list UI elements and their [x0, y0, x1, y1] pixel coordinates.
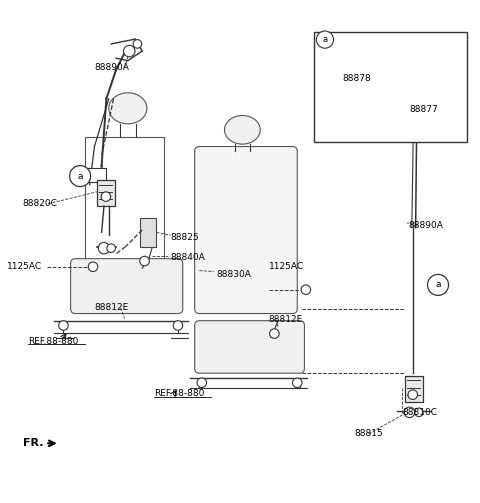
Circle shape: [140, 256, 149, 266]
Circle shape: [409, 35, 420, 46]
Text: 88812E: 88812E: [95, 303, 129, 312]
Circle shape: [408, 390, 418, 399]
Text: 88890A: 88890A: [95, 63, 129, 72]
FancyBboxPatch shape: [405, 376, 423, 402]
Circle shape: [98, 242, 110, 254]
FancyBboxPatch shape: [195, 146, 297, 313]
Circle shape: [404, 407, 415, 417]
Text: 88877: 88877: [409, 105, 438, 114]
Circle shape: [197, 378, 206, 387]
Circle shape: [107, 244, 116, 253]
FancyBboxPatch shape: [140, 218, 156, 247]
Circle shape: [70, 165, 91, 187]
Ellipse shape: [109, 93, 147, 124]
Text: 88815: 88815: [355, 429, 384, 438]
FancyBboxPatch shape: [314, 32, 467, 142]
Text: 88878: 88878: [343, 74, 372, 83]
FancyBboxPatch shape: [195, 321, 304, 373]
Circle shape: [415, 408, 423, 416]
Circle shape: [428, 275, 448, 295]
Text: 88840A: 88840A: [171, 253, 205, 262]
Circle shape: [59, 321, 68, 330]
Text: 1125AC: 1125AC: [7, 262, 42, 271]
FancyBboxPatch shape: [71, 259, 183, 313]
Circle shape: [356, 107, 368, 119]
Text: 88830A: 88830A: [216, 270, 251, 279]
Circle shape: [329, 69, 342, 81]
Text: a: a: [77, 172, 83, 181]
Circle shape: [88, 262, 98, 272]
Text: REF.88-880: REF.88-880: [28, 337, 78, 346]
Text: a: a: [435, 280, 441, 289]
Circle shape: [292, 378, 302, 387]
Text: 1125AC: 1125AC: [269, 262, 304, 271]
Text: FR.: FR.: [23, 438, 43, 448]
Circle shape: [418, 38, 427, 47]
Text: 88810C: 88810C: [402, 408, 437, 417]
Circle shape: [101, 192, 111, 201]
FancyBboxPatch shape: [97, 180, 115, 206]
Text: 88820C: 88820C: [23, 199, 58, 208]
Circle shape: [123, 45, 135, 57]
Circle shape: [301, 285, 311, 294]
Text: 88890A: 88890A: [408, 221, 443, 230]
Text: REF.88-880: REF.88-880: [154, 389, 204, 398]
Ellipse shape: [225, 116, 260, 144]
Circle shape: [316, 31, 334, 48]
Circle shape: [133, 40, 142, 48]
Text: 88825: 88825: [171, 233, 199, 241]
Text: a: a: [323, 35, 327, 44]
Circle shape: [270, 329, 279, 339]
Circle shape: [173, 321, 183, 330]
FancyBboxPatch shape: [85, 168, 107, 182]
Text: 88812E: 88812E: [269, 315, 303, 324]
